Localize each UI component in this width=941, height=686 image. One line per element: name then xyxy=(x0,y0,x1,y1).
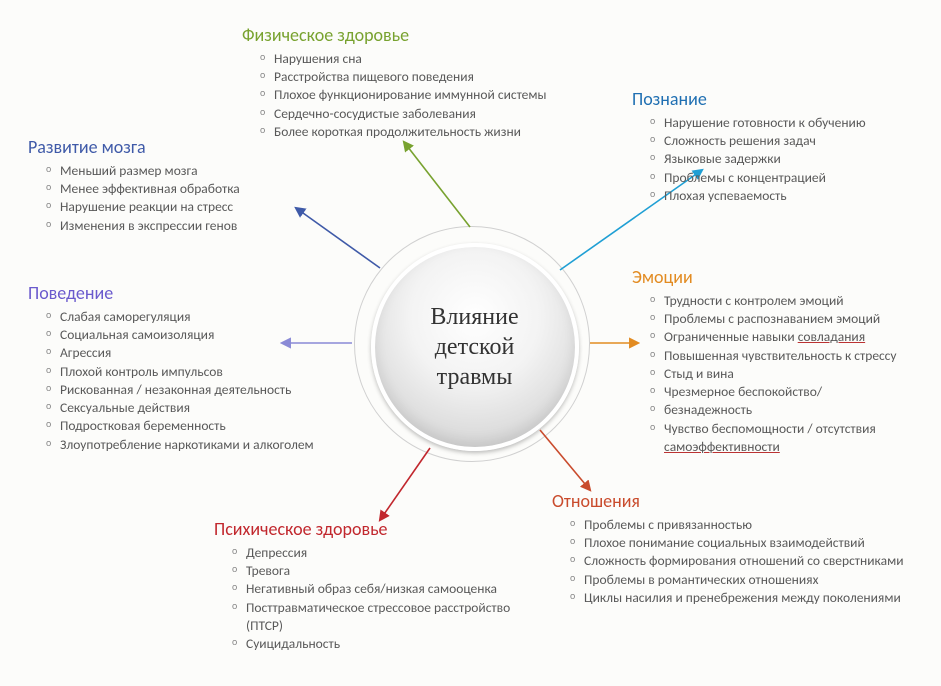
list-item: Ограниченные навыки совладания xyxy=(650,328,937,346)
list-item: Нарушение реакции на стресс xyxy=(46,198,328,216)
category-behavior: Поведение Слабая саморегуляцияСоциальная … xyxy=(28,282,368,454)
list-item: Сексуальные действия xyxy=(46,399,368,417)
list-item: Подростковая беременность xyxy=(46,417,368,435)
list-item: Социальная самоизоляция xyxy=(46,326,368,344)
category-title-cognition: Познание xyxy=(632,88,932,110)
list-item: Стыд и вина xyxy=(650,365,937,383)
category-brain: Развитие мозга Меньший размер мозгаМенее … xyxy=(28,136,328,235)
category-mental: Психическое здоровье ДепрессияТревогаНега… xyxy=(214,518,514,653)
list-item: Сердечно-сосудистые заболевания xyxy=(260,105,602,123)
arrow-relations xyxy=(540,430,590,490)
category-relations: Отношения Проблемы с привязанностьюПлохое… xyxy=(552,490,912,607)
category-title-behavior: Поведение xyxy=(28,282,368,304)
arrow-mental xyxy=(380,448,430,520)
list-item: Суицидальность xyxy=(232,635,514,653)
list-item: Чувство беспомощности / отсутствия самоэ… xyxy=(650,420,937,456)
list-item: Языковые задержки xyxy=(650,150,932,168)
category-title-mental: Психическое здоровье xyxy=(214,518,514,540)
list-item: Злоупотребление наркотиками и алкоголем xyxy=(46,436,368,454)
list-item: Агрессия xyxy=(46,344,368,362)
list-item: Изменения в экспрессии генов xyxy=(46,217,328,235)
list-item: Негативный образ себя/низкая самооценка xyxy=(232,580,514,598)
list-item: Рискованная / незаконная деятельность xyxy=(46,381,368,399)
category-list-phys: Нарушения снаРасстройства пищевого повед… xyxy=(242,50,602,141)
list-item: Плохой контроль импульсов xyxy=(46,363,368,381)
category-emotions: Эмоции Трудности с контролем эмоцийПробле… xyxy=(632,266,937,456)
list-item: безнадежность xyxy=(650,401,937,419)
category-list-cognition: Нарушение готовности к обучениюСложность… xyxy=(632,114,932,205)
category-phys: Физическое здоровье Нарушения снаРасстрой… xyxy=(242,24,602,141)
category-title-brain: Развитие мозга xyxy=(28,136,328,158)
arrow-phys xyxy=(404,142,470,227)
list-item: Депрессия xyxy=(232,544,514,562)
category-list-emotions: Трудности с контролем эмоцийПроблемы с р… xyxy=(632,292,937,456)
list-item: Повышенная чувствительность к стрессу xyxy=(650,347,937,365)
list-item: Проблемы с привязанностью xyxy=(570,516,912,534)
list-item: Расстройства пищевого поведения xyxy=(260,68,602,86)
list-item: Плохое понимание социальных взаимодейств… xyxy=(570,534,912,552)
category-cognition: Познание Нарушение готовности к обучениюС… xyxy=(632,88,932,205)
list-item: Циклы насилия и пренебрежения между поко… xyxy=(570,589,912,607)
center-label: Влияниедетскойтравмы xyxy=(430,302,518,392)
list-item: Сложность формирования отношений со свер… xyxy=(570,552,912,570)
category-list-behavior: Слабая саморегуляцияСоциальная самоизоля… xyxy=(28,308,368,454)
center-circle: Влияниедетскойтравмы xyxy=(371,243,579,451)
list-item: Меньший размер мозга xyxy=(46,162,328,180)
list-item: Плохое функционирование иммунной системы xyxy=(260,86,602,104)
category-list-mental: ДепрессияТревогаНегативный образ себя/ни… xyxy=(214,544,514,653)
category-title-phys: Физическое здоровье xyxy=(242,24,602,46)
list-item: Проблемы в романтических отношениях xyxy=(570,571,912,589)
list-item: Посттравматическое стрессовое расстройст… xyxy=(232,599,514,635)
list-item: Чрезмерное беспокойство/ xyxy=(650,383,937,401)
list-item: Нарушения сна xyxy=(260,50,602,68)
list-item: Слабая саморегуляция xyxy=(46,308,368,326)
list-item: Менее эффективная обработка xyxy=(46,180,328,198)
list-item: Сложность решения задач xyxy=(650,132,932,150)
diagram-canvas: Влияниедетскойтравмы Физическое здоровье… xyxy=(0,0,941,686)
list-item: Плохая успеваемость xyxy=(650,187,932,205)
category-title-emotions: Эмоции xyxy=(632,266,937,288)
list-item: Тревога xyxy=(232,562,514,580)
list-item: Проблемы с распознаванием эмоций xyxy=(650,310,937,328)
category-list-brain: Меньший размер мозгаМенее эффективная об… xyxy=(28,162,328,235)
category-title-relations: Отношения xyxy=(552,490,912,512)
list-item: Проблемы с концентрацией xyxy=(650,169,932,187)
list-item: Трудности с контролем эмоций xyxy=(650,292,937,310)
list-item: Нарушение готовности к обучению xyxy=(650,114,932,132)
category-list-relations: Проблемы с привязанностьюПлохое понимани… xyxy=(552,516,912,607)
